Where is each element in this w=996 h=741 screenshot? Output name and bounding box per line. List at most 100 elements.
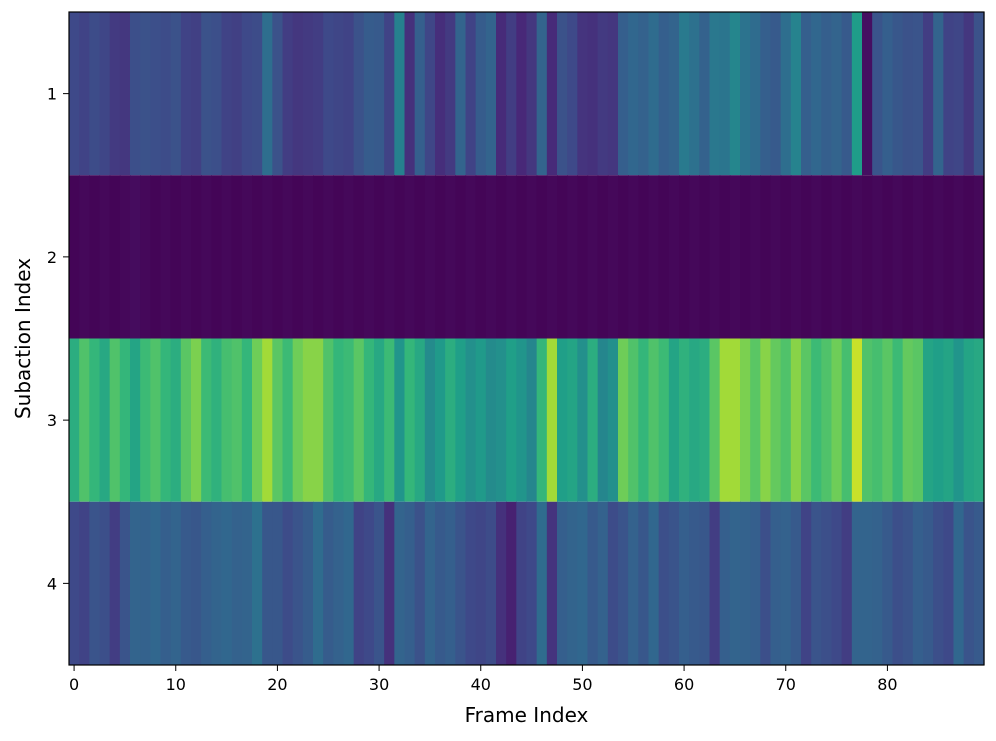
heatmap-cell (679, 175, 690, 339)
heatmap-cell (729, 12, 741, 176)
heatmap-cell (831, 501, 843, 665)
heatmap-cell (923, 338, 934, 502)
heatmap-cell (821, 175, 833, 339)
heatmap-cell (882, 338, 894, 502)
heatmap-cell (943, 175, 955, 339)
heatmap-cell (313, 338, 324, 502)
heatmap-cell (99, 501, 111, 665)
heatmap-cell (943, 12, 955, 176)
heatmap-cell (272, 175, 284, 339)
heatmap-cell (536, 338, 548, 502)
heatmap-cell (333, 338, 345, 502)
heatmap-cell (546, 501, 558, 665)
heatmap-cell (841, 501, 853, 665)
y-tick-label: 4 (47, 574, 57, 593)
heatmap-cell (912, 12, 924, 176)
heatmap-cell (963, 338, 975, 502)
heatmap-cell (424, 12, 436, 176)
heatmap-cell (872, 501, 883, 665)
heatmap-cell (130, 12, 141, 176)
heatmap-cell (973, 175, 985, 339)
heatmap-cell (170, 338, 182, 502)
heatmap-cell (597, 175, 609, 339)
heatmap-cell (831, 175, 843, 339)
heatmap-cell (923, 501, 934, 665)
heatmap-cell (943, 501, 955, 665)
heatmap-cell (414, 338, 426, 502)
heatmap-cell (740, 175, 751, 339)
heatmap-cell (140, 338, 151, 502)
heatmap-cell (445, 12, 456, 176)
heatmap-cell (211, 12, 223, 176)
heatmap-cell (353, 501, 365, 665)
heatmap-cell (109, 175, 121, 339)
heatmap-cell (699, 175, 711, 339)
x-tick-label: 50 (572, 675, 592, 694)
heatmap-cell (740, 501, 751, 665)
heatmap-cell (933, 501, 944, 665)
heatmap-cell (435, 338, 446, 502)
heatmap-cell (862, 175, 873, 339)
heatmap-cell (374, 175, 385, 339)
heatmap-cell (272, 338, 284, 502)
heatmap-cell (628, 501, 639, 665)
heatmap-cell (465, 501, 477, 665)
x-tick-label: 0 (69, 675, 79, 694)
heatmap-cell (252, 501, 263, 665)
heatmap-cell (191, 12, 202, 176)
heatmap-cell (221, 501, 233, 665)
heatmap-cell (780, 175, 792, 339)
heatmap-cell (719, 12, 731, 176)
heatmap-cell (648, 338, 660, 502)
y-tick-label: 1 (47, 85, 57, 104)
heatmap-cell (119, 12, 131, 176)
heatmap-cell (557, 501, 568, 665)
heatmap-cell (729, 175, 741, 339)
heatmap-cell (79, 175, 90, 339)
heatmap-cell (475, 175, 487, 339)
heatmap-cell (973, 338, 985, 502)
heatmap-cell (577, 12, 589, 176)
heatmap-cell (282, 338, 294, 502)
heatmap-cell (831, 12, 843, 176)
heatmap-cell (424, 338, 436, 502)
heatmap-cell (862, 501, 873, 665)
heatmap-cell (241, 338, 253, 502)
heatmap-cell (607, 501, 619, 665)
heatmap-cell (109, 501, 121, 665)
heatmap-cell (191, 501, 202, 665)
heatmap-cell (780, 501, 792, 665)
heatmap-cell (668, 338, 680, 502)
heatmap-cell (638, 175, 650, 339)
heatmap-cell (953, 338, 965, 502)
heatmap-cell (109, 12, 121, 176)
plot-frame (68, 11, 985, 666)
heatmap-cell (323, 338, 334, 502)
x-axis-label: Frame Index (465, 703, 589, 727)
heatmap-cell (211, 175, 223, 339)
heatmap-cell (587, 338, 599, 502)
heatmap-cell (384, 338, 395, 502)
heatmap-cell (750, 338, 761, 502)
heatmap-cell (363, 338, 375, 502)
heatmap-cell (668, 501, 680, 665)
heatmap-cell (963, 501, 975, 665)
heatmap-cell (89, 338, 101, 502)
heatmap-cell (221, 338, 233, 502)
heatmap-cell (699, 501, 711, 665)
heatmap-cell (638, 501, 650, 665)
heatmap-cell (445, 175, 456, 339)
heatmap-cell (363, 12, 375, 176)
heatmap-cell (343, 338, 355, 502)
x-tick-label: 20 (267, 675, 287, 694)
heatmap-cell (353, 175, 365, 339)
heatmap-cell (130, 175, 141, 339)
heatmap-cell (180, 175, 192, 339)
heatmap-cell (485, 338, 497, 502)
heatmap-cell (821, 501, 833, 665)
heatmap-cell (973, 501, 985, 665)
heatmap-cell (475, 338, 487, 502)
heatmap-cell (841, 338, 853, 502)
heatmap-cell (567, 175, 578, 339)
y-axis-ticks: 1 2 3 4 (47, 85, 69, 593)
